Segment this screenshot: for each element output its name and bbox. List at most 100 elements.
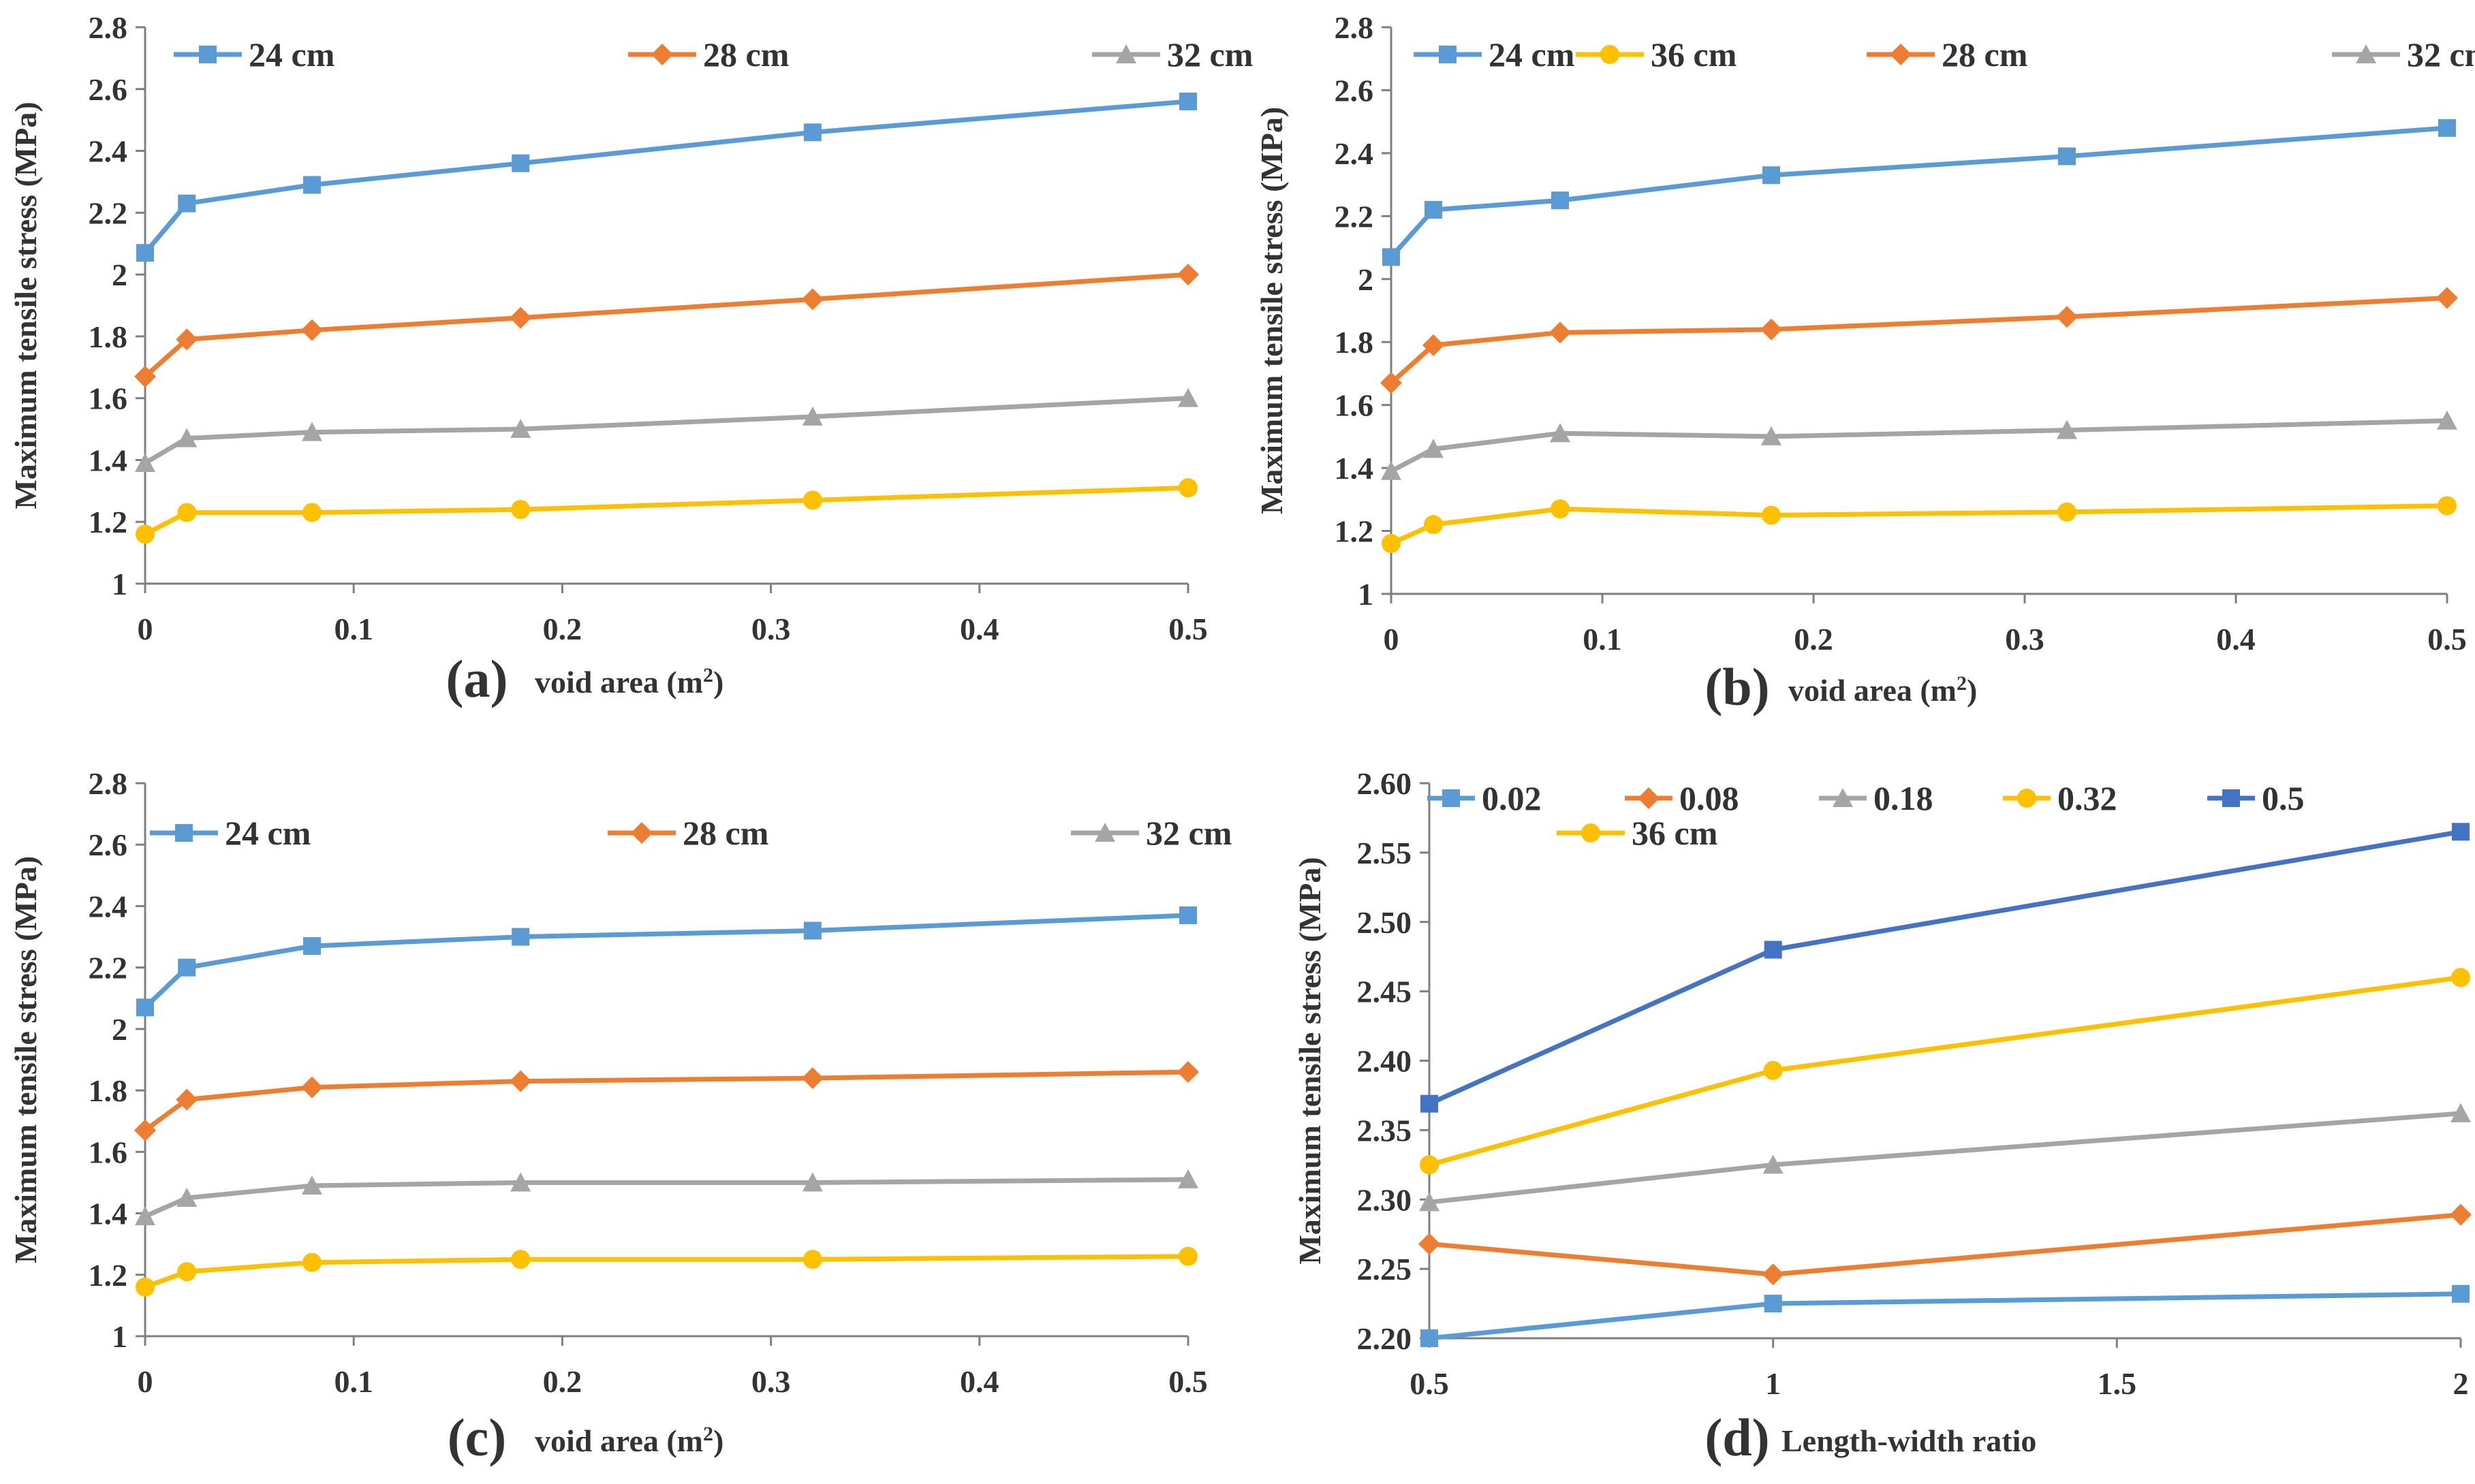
y-tick-label: 2.60 [1357, 766, 1412, 801]
data-point [512, 154, 530, 172]
x-tick-label: 1.5 [2098, 1366, 2137, 1401]
data-point [301, 1175, 322, 1195]
data-point [134, 1119, 156, 1141]
data-point [1381, 460, 1401, 480]
data-point [510, 1070, 532, 1092]
series-line [1428, 829, 2461, 1106]
data-point [802, 406, 823, 426]
data-point [2437, 410, 2457, 430]
y-tick-label: 2.2 [89, 951, 128, 985]
data-point [801, 288, 824, 311]
x-axis-title: void area (m2) [535, 1423, 723, 1459]
data-point [803, 921, 822, 940]
y-tick-label: 1.2 [89, 505, 128, 539]
legend-label: 28 cm [1942, 35, 2027, 74]
x-tick-label: 0.4 [960, 612, 999, 646]
series-0.5 [1420, 823, 2470, 1113]
x-tick-label: 1 [1765, 1366, 1781, 1401]
x-tick-label: 0 [138, 612, 153, 646]
legend-label: 0.32 [2057, 779, 2117, 817]
legend-label: 28 cm [703, 35, 789, 74]
legend-label: 32 cm [2407, 35, 2475, 74]
y-tick-label: 2.4 [89, 889, 128, 923]
x-axis-title-text: void area (m [535, 1423, 703, 1458]
x-tick-label: 0.1 [1583, 622, 1622, 657]
legend-entry: 32 cm [1071, 814, 1232, 852]
y-tick-label: 2.4 [89, 134, 128, 169]
legend-entry: 28 cm [628, 35, 789, 74]
legend-label: 28 cm [683, 814, 768, 852]
series-24-cm [136, 906, 1197, 1017]
legend-entry: 24 cm [174, 35, 334, 74]
series-line [144, 1254, 1189, 1290]
y-tick-label: 2.8 [1335, 10, 1374, 45]
data-point [135, 452, 155, 472]
data-point [302, 503, 322, 522]
legend-marker [2017, 789, 2036, 808]
y-tick-label: 2.20 [1357, 1321, 1412, 1356]
data-point [2451, 968, 2470, 988]
series-0.32 [1420, 968, 2470, 1175]
series-28-cm [134, 264, 1199, 388]
y-tick-label: 1.2 [1335, 514, 1374, 549]
legend-label: 24 cm [225, 814, 311, 852]
data-point [300, 1076, 323, 1099]
series-line [143, 99, 1189, 255]
series-line [144, 1177, 1189, 1219]
data-point [1380, 372, 1402, 394]
y-tick-label: 2.50 [1357, 905, 1412, 940]
series-0.02 [1420, 1284, 2470, 1347]
y-axis-title: Maximum tensile stress (MPa) [8, 856, 43, 1263]
x-tick-label: 0 [1384, 622, 1399, 657]
series-36-cm [136, 478, 1198, 544]
x-axis-title: Length-width ratio [1781, 1423, 2036, 1458]
series-line [143, 1069, 1189, 1133]
x-axis-title-superscript: 2 [703, 1423, 713, 1445]
panel-label: (c) [448, 1408, 507, 1467]
x-axis-title-close: ) [1967, 673, 1977, 708]
legend-entry: 28 cm [608, 814, 768, 852]
legend-entry: 32 cm [2332, 35, 2475, 74]
panel-label: (b) [1705, 657, 1769, 716]
x-axis-title-close: ) [713, 1423, 723, 1458]
data-point [1550, 423, 1570, 443]
y-tick-label: 1.6 [89, 1135, 128, 1169]
data-point [136, 524, 155, 544]
data-point [136, 244, 154, 262]
legend-label: 36 cm [1632, 814, 1717, 852]
y-tick-label: 2.8 [89, 10, 128, 45]
data-point [2057, 420, 2077, 439]
data-point [801, 1067, 824, 1090]
legend-marker [1638, 787, 1660, 809]
legend-marker [1890, 44, 1912, 65]
legend-label: 0.18 [1873, 779, 1933, 817]
x-tick-label: 0.4 [960, 1364, 999, 1399]
x-tick-label: 0.2 [543, 1364, 582, 1399]
series-28-cm [134, 1061, 1199, 1141]
y-tick-label: 2.45 [1357, 975, 1412, 1009]
legend-marker [199, 46, 217, 63]
legend-label: 0.5 [2262, 779, 2305, 817]
x-tick-label: 0.3 [751, 612, 791, 646]
data-point [1179, 92, 1197, 110]
legend-marker [1833, 788, 1853, 807]
x-tick-label: 0.5 [2427, 622, 2467, 657]
data-point [1424, 515, 1443, 535]
data-point [1549, 321, 1571, 344]
y-tick-label: 1.8 [89, 319, 128, 354]
legend-entry: 32 cm [1092, 35, 1253, 74]
x-tick-label: 0.3 [751, 1364, 791, 1399]
x-tick-label: 0.2 [1794, 622, 1833, 657]
legend-label: 0.02 [1482, 779, 1542, 817]
x-axis-title-superscript: 2 [1957, 672, 1967, 695]
data-point [2058, 147, 2076, 165]
legend-marker [1600, 45, 1619, 64]
data-point [510, 1172, 531, 1192]
data-point [1764, 941, 1782, 959]
data-point [176, 428, 198, 447]
data-point [1177, 264, 1199, 286]
data-point [2438, 496, 2457, 516]
x-tick-label: 0.2 [543, 612, 582, 646]
x-tick-label: 0.3 [2005, 622, 2044, 657]
series-36-cm [136, 1246, 1198, 1297]
